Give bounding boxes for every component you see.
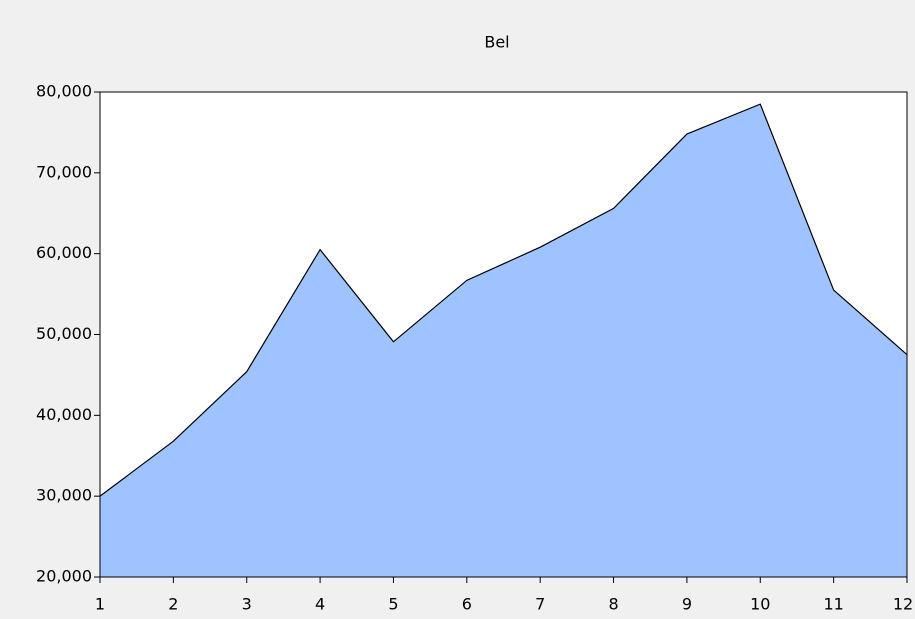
x-tick-label: 2 <box>168 595 178 614</box>
x-tick-label: 6 <box>462 595 472 614</box>
y-tick-label: 20,000 <box>36 567 92 586</box>
chart-title: Bel <box>484 33 509 52</box>
x-tick-label: 5 <box>388 595 398 614</box>
x-tick-label: 8 <box>608 595 618 614</box>
y-tick-label: 70,000 <box>36 162 92 181</box>
x-tick-label: 3 <box>242 595 252 614</box>
y-tick-label: 40,000 <box>36 405 92 424</box>
x-tick-label: 10 <box>750 595 770 614</box>
area <box>100 104 907 577</box>
y-tick-label: 60,000 <box>36 243 92 262</box>
y-tick-label: 50,000 <box>36 324 92 343</box>
x-tick-label: 11 <box>823 595 843 614</box>
x-tick-label: 1 <box>95 595 105 614</box>
x-tick-label: 9 <box>682 595 692 614</box>
x-tick-label: 7 <box>535 595 545 614</box>
x-tick-label: 12 <box>893 595 913 614</box>
y-tick-label: 30,000 <box>36 486 92 505</box>
y-tick-label: 80,000 <box>36 82 92 101</box>
area-line <box>99 103 908 497</box>
x-tick-label: 4 <box>315 595 325 614</box>
